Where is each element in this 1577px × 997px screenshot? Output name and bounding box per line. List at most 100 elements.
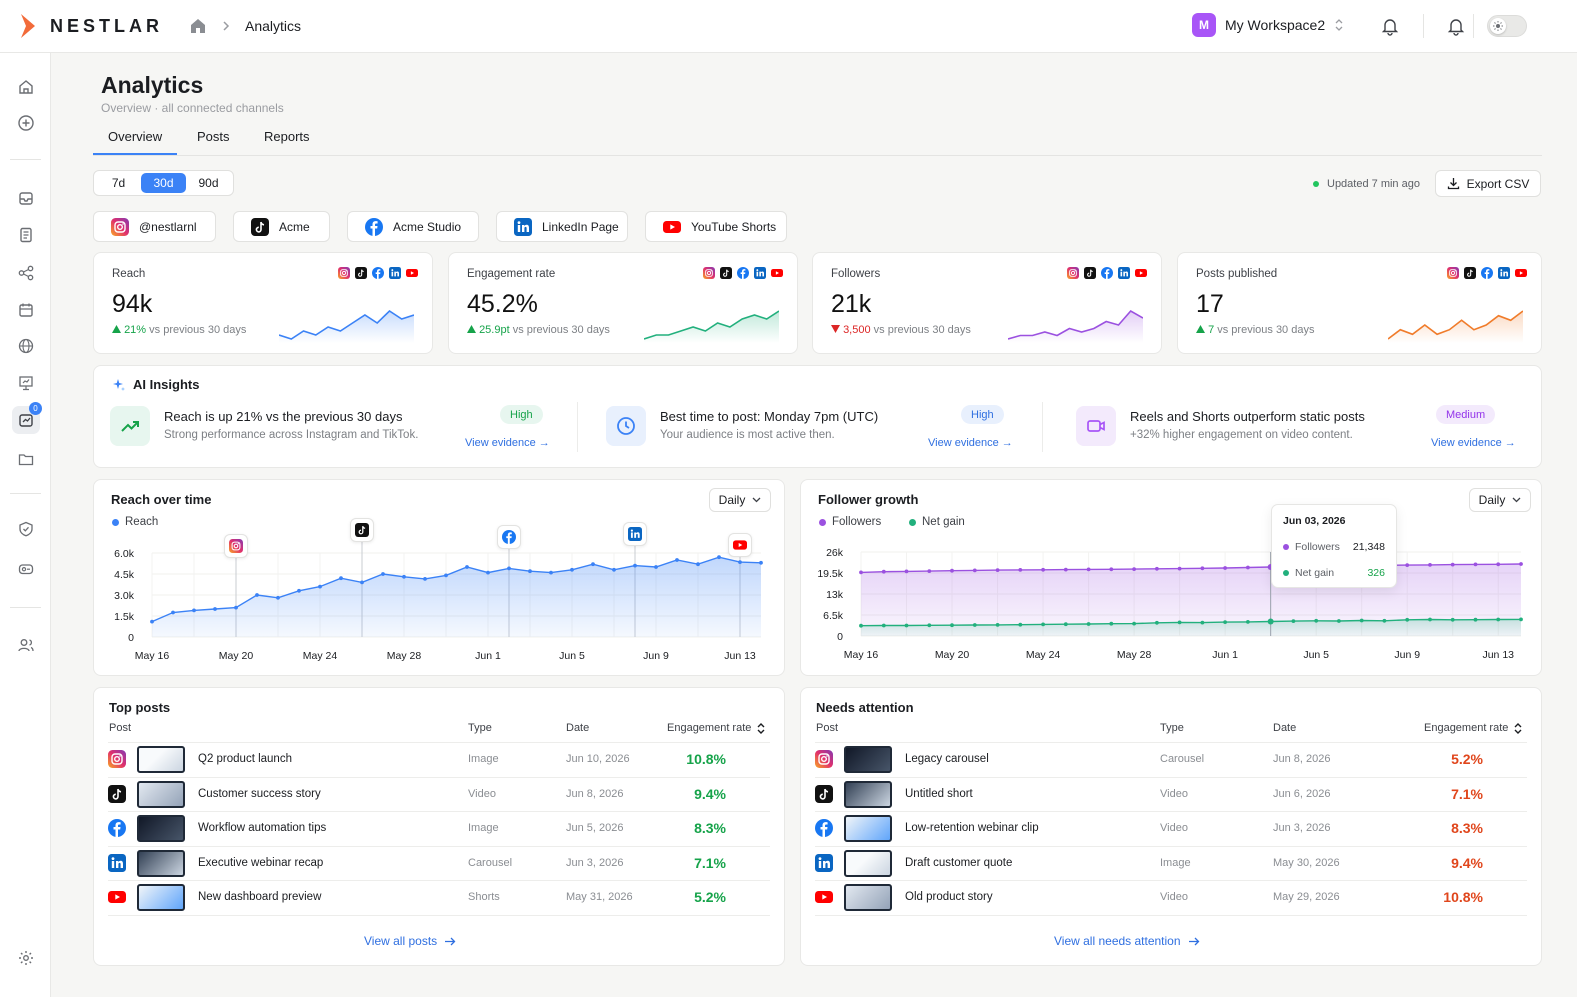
data-point[interactable] [1086,567,1091,572]
view-evidence-link[interactable]: View evidence → [465,437,550,449]
data-point[interactable] [1337,619,1341,623]
data-point[interactable] [633,563,637,568]
sidebar-analytics-icon[interactable]: 0 [12,402,42,434]
tab-overview[interactable]: Overview [108,129,163,144]
data-point[interactable] [192,608,196,613]
data-point[interactable] [1177,620,1182,625]
data-point[interactable] [696,562,700,567]
data-point[interactable] [360,580,364,585]
view-all-link[interactable]: View all posts [364,934,456,948]
tab-reports[interactable]: Reports [264,129,310,144]
column-header-engagement[interactable]: Engagement rate [667,722,765,734]
data-point[interactable] [234,605,238,610]
data-point[interactable] [1473,562,1478,567]
data-point[interactable] [1496,562,1501,567]
data-point[interactable] [1519,617,1523,622]
data-point[interactable] [486,570,490,575]
column-header-engagement[interactable]: Engagement rate [1424,722,1522,734]
data-point[interactable] [1200,566,1205,571]
range-option-30d[interactable]: 30d [141,173,186,193]
data-point[interactable] [381,572,385,576]
data-point[interactable] [339,576,343,581]
data-point[interactable] [859,570,863,575]
data-point[interactable] [1314,618,1319,623]
data-point[interactable] [213,607,217,611]
view-all-link[interactable]: View all needs attention [1054,934,1200,948]
data-point[interactable] [972,568,977,573]
data-point[interactable] [1041,622,1045,627]
sidebar-globe-icon[interactable] [12,332,40,360]
channel-chip-youtube[interactable]: YouTube Shorts [645,211,787,242]
data-point[interactable] [717,555,721,560]
sidebar-connections-icon[interactable] [12,555,40,583]
sidebar-folder-icon[interactable] [12,445,40,473]
theme-toggle[interactable] [1487,15,1527,37]
data-point[interactable] [950,623,954,628]
data-point[interactable] [465,565,469,569]
sidebar-create-icon[interactable] [12,109,40,137]
data-point[interactable] [1473,617,1478,622]
table-row[interactable]: Low-retention webinar clip Video Jun 3, … [815,811,1527,846]
data-point[interactable] [904,569,909,574]
data-point[interactable] [1155,566,1159,571]
channel-chip-instagram[interactable]: @nestlarnl [93,211,216,242]
sidebar-settings-icon[interactable] [12,944,40,972]
table-row[interactable]: Untitled short Video Jun 6, 2026 7.1% [815,776,1527,812]
data-point[interactable] [1291,619,1296,623]
sidebar-network-icon[interactable] [12,259,40,287]
table-row[interactable]: Customer success story Video Jun 8, 2026… [108,776,770,812]
sidebar-shield-icon[interactable] [12,515,40,543]
data-point[interactable] [1405,563,1410,567]
data-point[interactable] [423,577,427,581]
channel-chip-facebook[interactable]: Acme Studio [347,211,479,242]
table-row[interactable]: Q2 product launch Image Jun 10, 2026 10.… [108,742,770,777]
data-point[interactable] [1018,568,1023,572]
data-point[interactable] [1519,562,1523,566]
data-point[interactable] [612,567,616,572]
tiktok-post-marker[interactable] [350,518,374,542]
linkedin-post-marker[interactable] [623,522,647,546]
data-point[interactable] [549,570,553,575]
alerts-bell-icon[interactable] [1444,14,1468,38]
data-point[interactable] [1246,620,1250,624]
data-point[interactable] [904,623,909,628]
data-point[interactable] [150,619,154,624]
sidebar-home-icon[interactable] [12,73,40,101]
notifications-icon[interactable] [1378,14,1402,38]
sidebar-inbox-tray-icon[interactable] [12,184,40,212]
data-point[interactable] [927,623,932,628]
data-point[interactable] [1132,567,1136,571]
data-point[interactable] [1428,617,1432,622]
data-point[interactable] [1063,567,1068,572]
data-point[interactable] [255,593,259,597]
channel-chip-tiktok[interactable]: Acme [233,211,330,242]
data-point[interactable] [1018,622,1023,627]
data-point[interactable] [927,569,932,573]
data-point[interactable] [276,595,280,600]
data-point[interactable] [1155,620,1159,625]
table-row[interactable]: Legacy carousel Carousel Jun 8, 2026 5.2… [815,742,1527,777]
data-point[interactable] [759,560,763,565]
data-point[interactable] [1041,567,1045,572]
data-point[interactable] [297,588,301,593]
instagram-post-marker[interactable] [224,534,248,558]
view-evidence-link[interactable]: View evidence → [928,437,1013,449]
data-point[interactable] [995,623,1000,627]
table-row[interactable]: Executive webinar recap Carousel Jun 3, … [108,845,770,881]
data-point[interactable] [972,623,977,627]
data-point[interactable] [881,569,886,574]
table-row[interactable]: Draft customer quote Image May 30, 2026 … [815,845,1527,881]
data-point[interactable] [1246,565,1250,570]
sidebar-posts-icon[interactable] [12,221,40,249]
data-point[interactable] [1359,618,1364,623]
data-point[interactable] [1496,617,1501,622]
data-point[interactable] [507,566,511,571]
data-point[interactable] [171,610,175,615]
table-row[interactable]: Workflow automation tips Image Jun 5, 20… [108,811,770,846]
data-point[interactable] [995,568,1000,572]
data-point[interactable] [318,584,322,589]
granularity-dropdown[interactable]: Daily [1469,488,1531,512]
facebook-post-marker[interactable] [497,525,521,549]
data-point[interactable] [402,574,406,579]
data-point[interactable] [1223,566,1227,570]
